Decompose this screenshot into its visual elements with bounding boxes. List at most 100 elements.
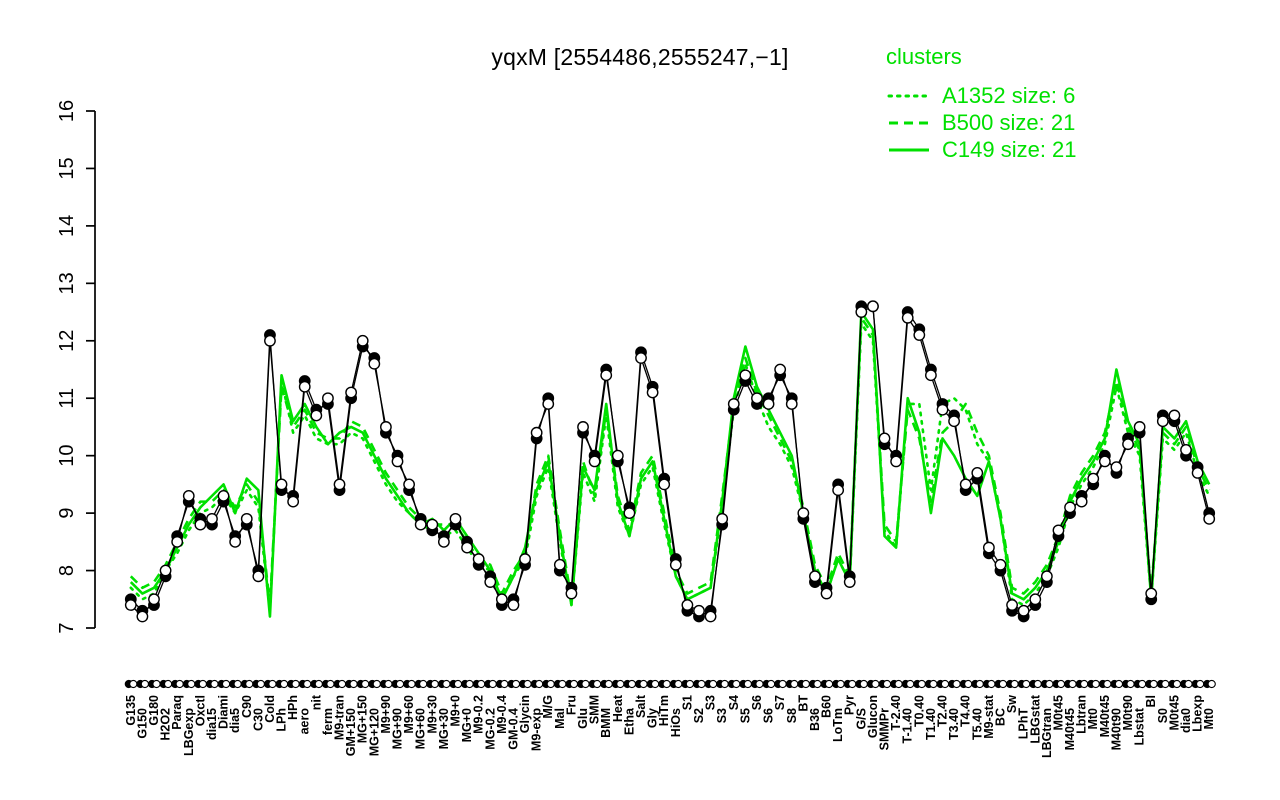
x-label: MG+120 <box>367 708 381 756</box>
y-tick-label: 9 <box>56 508 78 519</box>
point-probe-open <box>275 478 288 491</box>
condition-marker-open-icon <box>337 679 347 689</box>
solid-line-swatch <box>889 148 929 151</box>
point-probe-open <box>971 466 984 479</box>
point-probe-open <box>542 398 555 410</box>
point-probe-open <box>298 380 311 393</box>
condition-marker-open-icon <box>372 679 381 689</box>
point-probe-open <box>1203 512 1216 525</box>
point-probe-open <box>461 541 473 554</box>
cluster-line-B500 <box>129 316 1211 607</box>
x-label: MG+90 <box>391 708 405 749</box>
condition-marker-open-icon <box>975 679 984 689</box>
x-label: dia15 <box>205 708 219 740</box>
condition-marker-open-icon <box>152 679 161 689</box>
point-probe-open <box>936 403 949 416</box>
x-label: M40t45 <box>1063 708 1077 750</box>
condition-marker-open-icon <box>407 679 416 689</box>
point-probe-open <box>206 512 218 525</box>
x-label: HPh <box>286 695 300 720</box>
x-label: M9-exp <box>530 708 544 751</box>
legend-title: clusters <box>886 44 962 69</box>
condition-marker-open-icon <box>1045 679 1054 689</box>
condition-marker-open-icon <box>221 679 231 689</box>
condition-marker-open-icon <box>361 679 370 689</box>
x-label: T3.40 <box>947 708 961 740</box>
dashed-line-swatch <box>889 121 929 124</box>
x-label: T-2.40 <box>889 695 903 730</box>
x-label: BC <box>993 708 1007 726</box>
x-label: MG+30 <box>437 708 451 749</box>
point-probe-open <box>287 495 300 508</box>
condition-marker-open-icon <box>790 679 799 689</box>
x-label: T2.40 <box>936 695 950 727</box>
condition-marker-open-icon <box>187 679 196 689</box>
point-probe-open <box>519 553 531 565</box>
condition-marker-open-icon <box>1091 679 1100 689</box>
cluster-legend: clusters A1352 size: 6 B500 size: 21 C14… <box>886 44 1077 163</box>
point-probe-open <box>565 587 578 600</box>
point-probe-open <box>1168 409 1181 422</box>
condition-marker-open-icon <box>720 679 729 689</box>
point-probe-open <box>1017 604 1030 617</box>
y-tick-label: 13 <box>56 272 78 294</box>
condition-marker-open-icon <box>882 679 892 689</box>
x-label: M0t90 <box>1121 695 1135 730</box>
point-probe-open <box>1006 599 1018 611</box>
point-probe-open <box>403 478 415 491</box>
x-label: MG+0 <box>460 708 474 742</box>
condition-marker-open-icon <box>1056 679 1066 689</box>
x-label: Cold <box>263 695 277 723</box>
x-label: C90 <box>240 695 254 718</box>
point-probe-open <box>495 593 508 606</box>
x-label: S5 <box>738 708 752 723</box>
x-label: GM+150 <box>344 708 358 756</box>
x-label: G135 <box>124 695 138 726</box>
x-label: S7 <box>773 695 787 710</box>
x-label: Lbtran <box>1075 695 1089 734</box>
condition-marker-open-icon <box>268 679 277 689</box>
condition-marker-open-icon <box>824 679 834 689</box>
x-label: MG-0.2 <box>483 708 497 750</box>
point-probe-open <box>751 392 763 405</box>
condition-marker-open-icon <box>604 679 613 689</box>
condition-marker-open-icon <box>848 679 857 689</box>
x-label: Mal <box>553 708 567 729</box>
x-label: T1.40 <box>924 708 938 740</box>
point-probe-open <box>785 398 798 410</box>
x-label: B60 <box>820 695 834 718</box>
point-probe-open <box>913 329 926 341</box>
x-label: LBGtran <box>1040 708 1054 758</box>
point-probe-open <box>507 599 520 611</box>
x-label: M/G <box>541 695 555 719</box>
condition-marker-open-icon <box>1010 679 1019 689</box>
condition-marker-open-icon <box>998 679 1008 689</box>
x-label: M9-0.2 <box>472 695 486 734</box>
x-label: Diami <box>217 695 231 729</box>
condition-marker-open-icon <box>198 679 208 689</box>
condition-marker-open-icon <box>929 679 938 689</box>
x-label: LPh <box>275 708 289 732</box>
point-probe-open <box>322 392 334 405</box>
condition-marker-open-icon <box>384 679 393 689</box>
condition-marker-open-icon <box>279 679 289 689</box>
dotted-line-swatch <box>887 94 931 97</box>
x-label: B36 <box>808 708 822 731</box>
condition-marker-open-icon <box>987 679 996 689</box>
point-probe-open <box>994 558 1007 571</box>
x-label: Glycin <box>518 695 532 733</box>
point-probe-open <box>368 357 381 370</box>
x-label: S0 <box>1156 708 1170 723</box>
point-probe-open <box>681 599 694 611</box>
point-probe-open <box>1052 524 1065 537</box>
x-label: S3 <box>715 708 729 723</box>
x-label: aero <box>298 708 312 735</box>
x-label: G180 <box>147 695 161 726</box>
point-probe-open <box>391 455 404 468</box>
condition-marker-open-icon <box>813 679 822 689</box>
point-probe-open <box>553 558 566 571</box>
x-label: Lbstat <box>1133 707 1147 745</box>
point-probe-open <box>124 599 137 611</box>
point-probe-open <box>925 369 937 382</box>
